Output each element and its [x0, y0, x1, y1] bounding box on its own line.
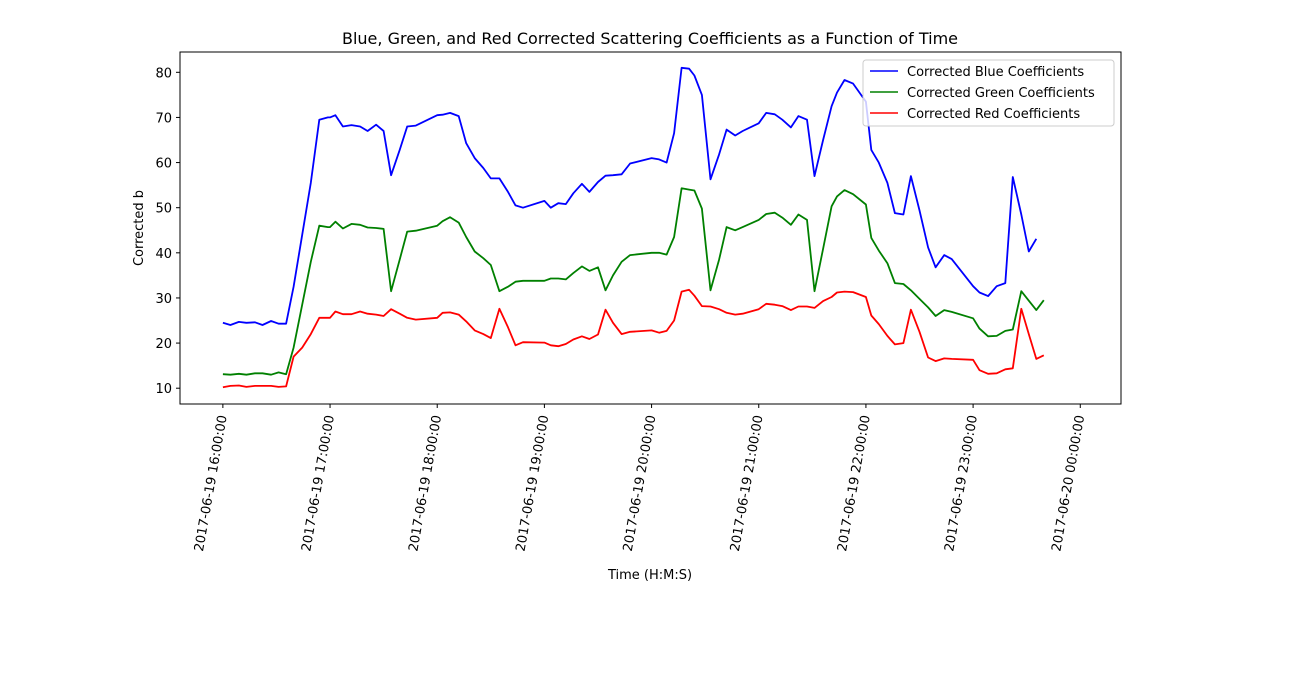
y-tick-label: 30 [155, 292, 172, 307]
chart-title: Blue, Green, and Red Corrected Scatterin… [342, 29, 958, 48]
y-tick-label: 50 [155, 202, 172, 217]
series-layer [222, 66, 1045, 389]
y-tick-label: 70 [155, 111, 172, 126]
x-axis-label: Time (H:M:S) [607, 568, 692, 583]
legend: Corrected Blue Coefficients Corrected Gr… [862, 59, 1115, 127]
y-tick-label: 60 [155, 157, 172, 172]
legend-blue-label: Corrected Blue Coefficients [907, 65, 1084, 80]
y-tick-label: 20 [155, 337, 172, 352]
legend-red-label: Corrected Red Coefficients [907, 107, 1080, 122]
y-tick-label: 40 [155, 247, 172, 262]
y-tick-label: 80 [155, 66, 172, 81]
legend-box [862, 59, 1115, 127]
y-axis-label: Corrected b [132, 190, 147, 266]
y-tick-label: 10 [155, 382, 172, 397]
series-line-corrected-red-coefficients [222, 288, 1045, 389]
y-axis: 10 20 30 40 50 60 70 80 [155, 66, 180, 397]
series-line-corrected-blue-coefficients [222, 66, 1038, 326]
legend-green-label: Corrected Green Coefficients [907, 86, 1095, 101]
series-line-corrected-green-coefficients [222, 187, 1045, 376]
